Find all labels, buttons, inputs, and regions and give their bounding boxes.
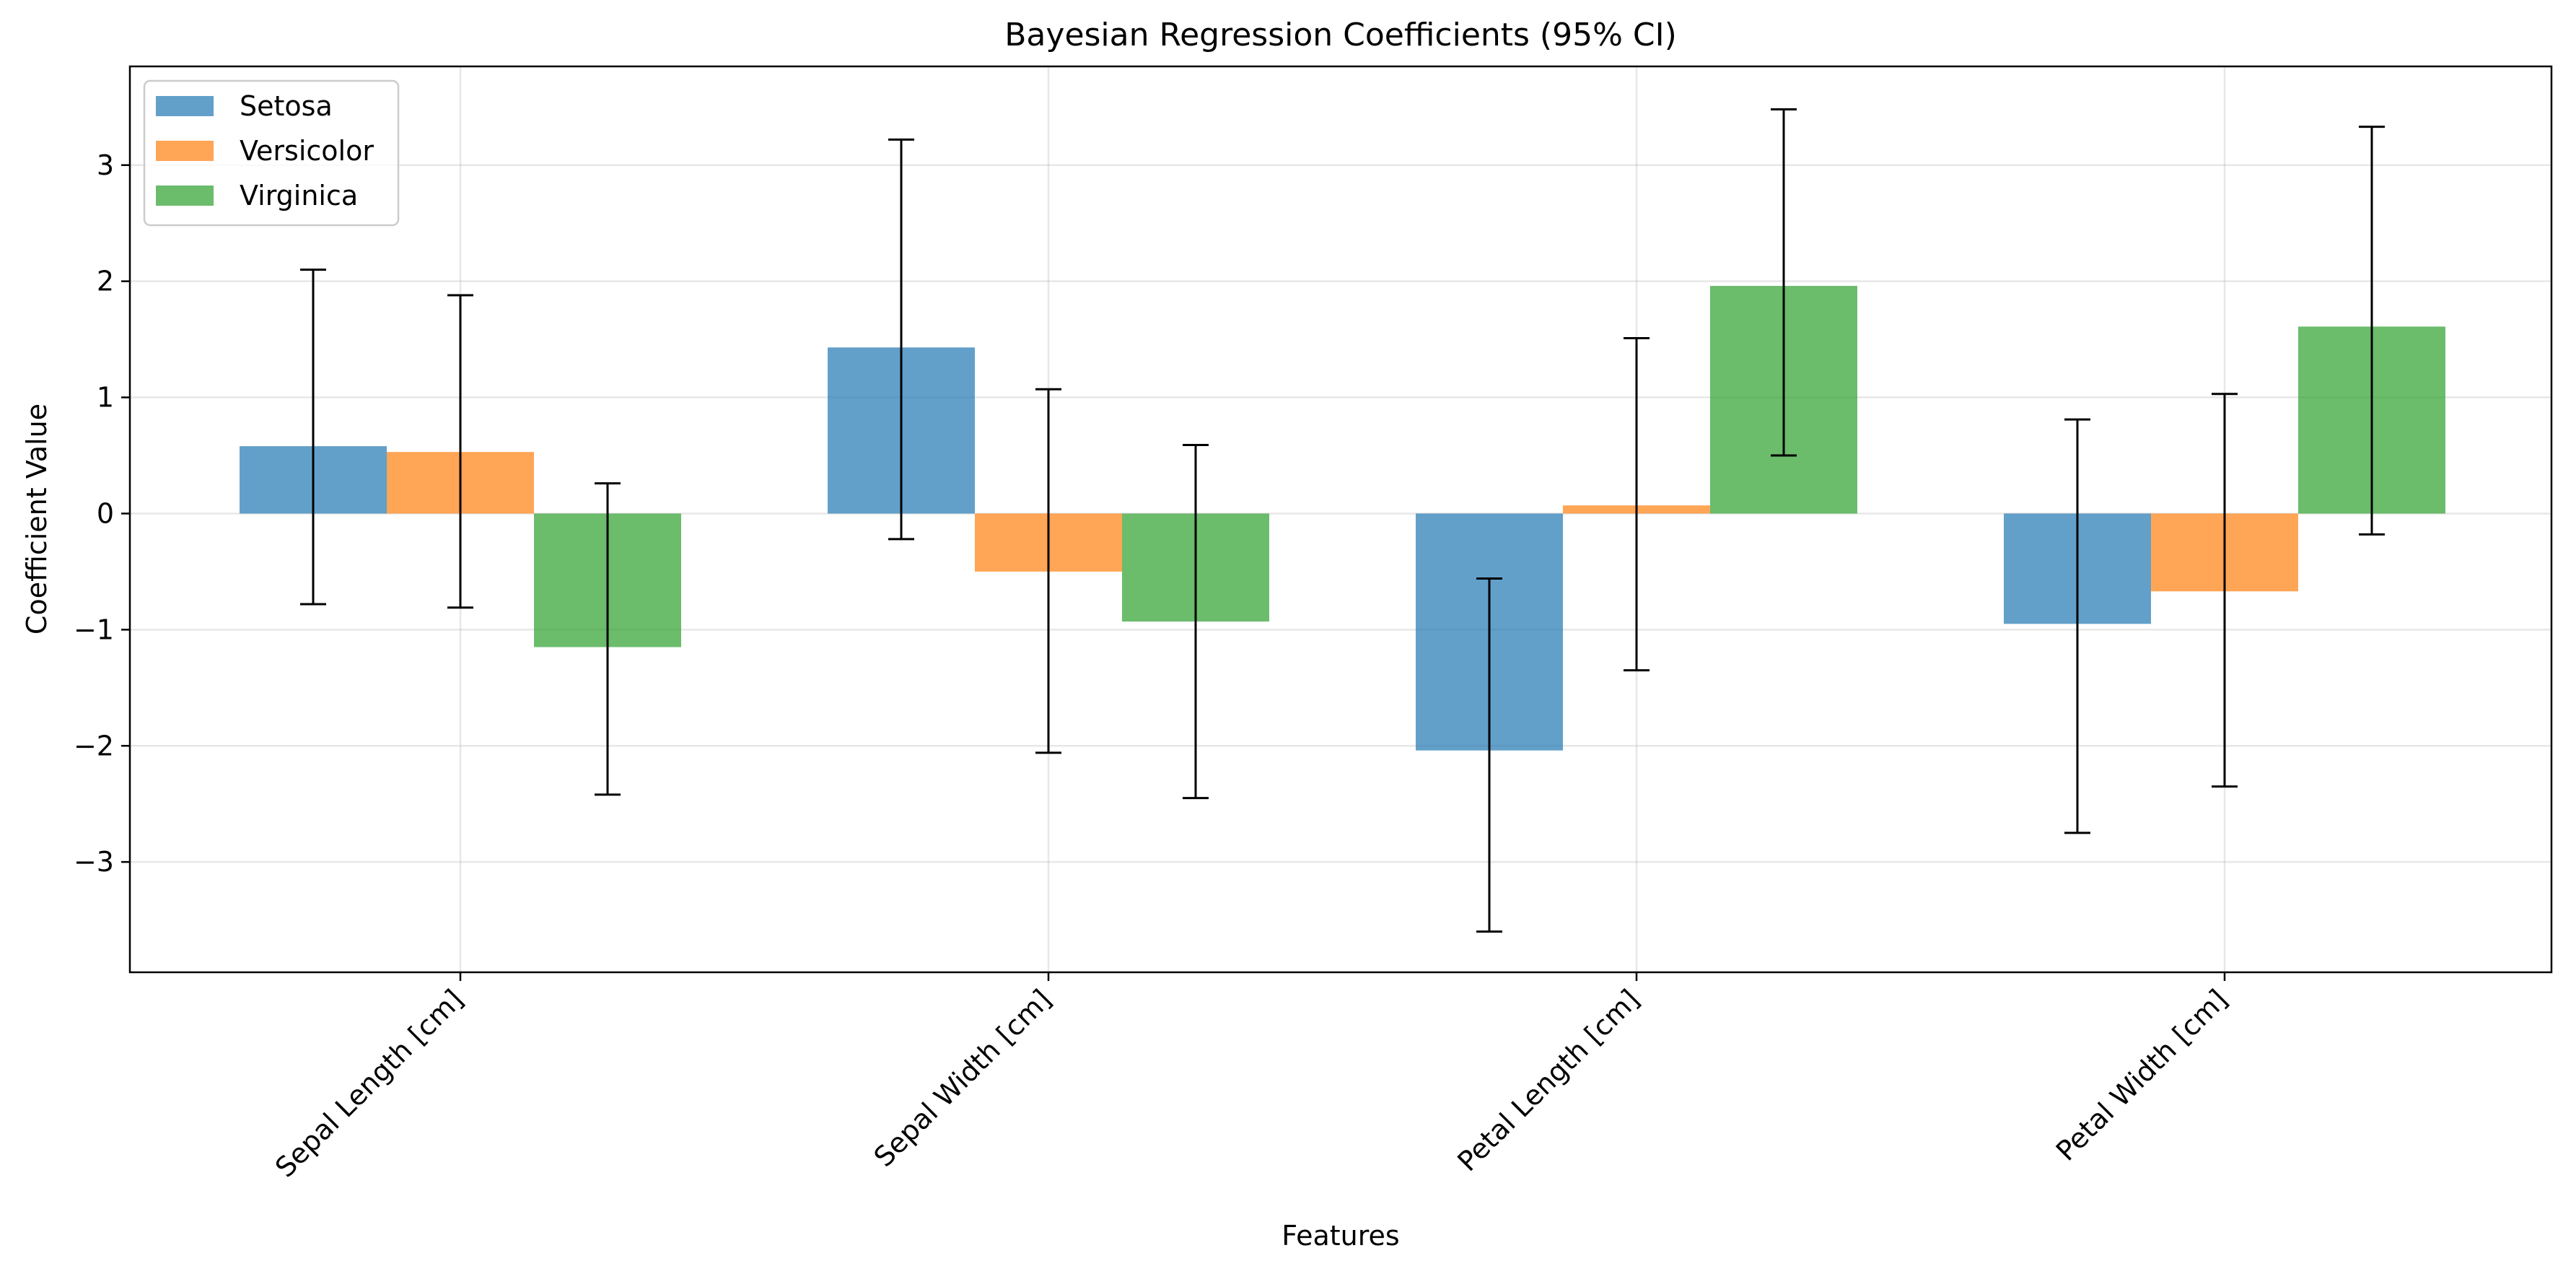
- y-axis-title: Coefficient Value: [21, 403, 53, 634]
- y-tick-label: −2: [74, 730, 114, 762]
- x-axis-title: Features: [1282, 1220, 1399, 1252]
- error-bar-group: [300, 108, 2385, 933]
- legend-swatch-setosa: [156, 96, 214, 116]
- y-axis: −3 −2 −1 0 1 2 3: [74, 149, 130, 878]
- y-tick-label: 1: [97, 382, 114, 414]
- legend-swatch-versicolor: [156, 141, 214, 161]
- legend-label-setosa: Setosa: [240, 90, 333, 122]
- y-tick-label: 2: [97, 266, 114, 297]
- legend-label-versicolor: Versicolor: [240, 135, 374, 167]
- y-tick-label: −3: [74, 846, 114, 878]
- y-tick-label: 3: [97, 149, 114, 181]
- plot-frame: [128, 65, 2553, 974]
- y-tick-label: −1: [74, 614, 114, 645]
- chart-title: Bayesian Regression Coefficients (95% CI…: [1004, 17, 1677, 53]
- legend-swatch-virginica: [156, 186, 214, 206]
- legend: Setosa Versicolor Virginica: [143, 79, 400, 227]
- y-tick-label: 0: [97, 497, 114, 529]
- legend-label-virginica: Virginica: [240, 180, 358, 211]
